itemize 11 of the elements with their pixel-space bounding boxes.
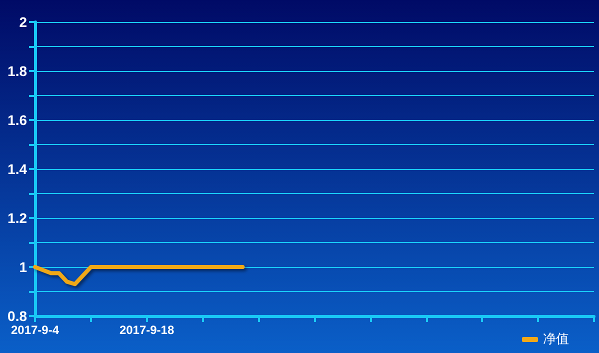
y-tick-label: 0.8	[8, 308, 28, 324]
x-tick-label: 2017-9-4	[10, 323, 60, 337]
y-tick-label: 2	[19, 14, 28, 30]
y-tick-label: 1.4	[8, 161, 28, 177]
y-tick-label: 1.8	[8, 63, 28, 79]
line-series	[33, 265, 245, 286]
y-tick-label: 1.2	[8, 210, 28, 226]
legend-label: 净值	[543, 332, 569, 347]
x-tick-label: 2017-9-18	[119, 323, 174, 337]
y-tick-label: 1.6	[8, 112, 28, 128]
y-tick-label: 1	[19, 259, 28, 275]
